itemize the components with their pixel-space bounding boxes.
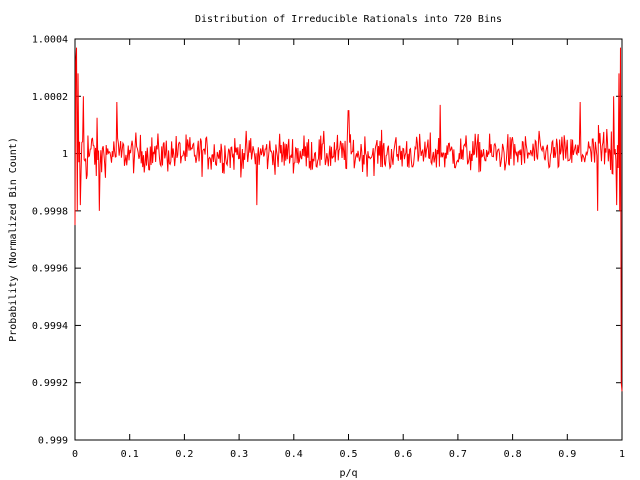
plot-frame [74, 38, 623, 441]
y-axis-ticks: 0.999 0.9992 0.9994 0.9996 0.9998 1 1.0002 1.00… [32, 35, 622, 447]
y-tick-label: 1 [62, 149, 68, 160]
x-tick-label: 0.1 [121, 449, 139, 460]
chart-title: Distribution of Irreducible Rationals in… [195, 14, 502, 25]
y-tick-label: 0.9996 [32, 264, 68, 275]
x-tick-label: 0.7 [449, 449, 467, 460]
x-tick-label: 1 [619, 449, 625, 460]
x-tick-label: 0.2 [175, 449, 193, 460]
x-axis-label: p/q [339, 468, 357, 479]
x-tick-label: 0.6 [394, 449, 412, 460]
y-tick-label: 0.9992 [32, 378, 68, 389]
x-tick-label: 0.8 [504, 449, 522, 460]
x-tick-label: 0.4 [285, 449, 303, 460]
x-tick-label: 0 [72, 449, 78, 460]
y-tick-label: 0.9998 [32, 206, 68, 217]
y-tick-label: 1.0004 [32, 35, 68, 46]
series-line [74, 47, 623, 392]
y-tick-label: 1.0002 [32, 92, 68, 103]
x-tick-label: 0.5 [339, 449, 357, 460]
x-tick-label: 0.9 [558, 449, 576, 460]
x-axis-ticks: 0 0.1 0.2 0.3 0.4 0.5 0.6 0.7 0.8 0.9 1 [72, 39, 625, 460]
y-tick-label: 0.9994 [32, 321, 68, 332]
y-tick-label: 0.999 [38, 436, 68, 447]
y-axis-label: Probability (Normalized Bin Count) [8, 137, 19, 342]
x-tick-label: 0.3 [230, 449, 248, 460]
